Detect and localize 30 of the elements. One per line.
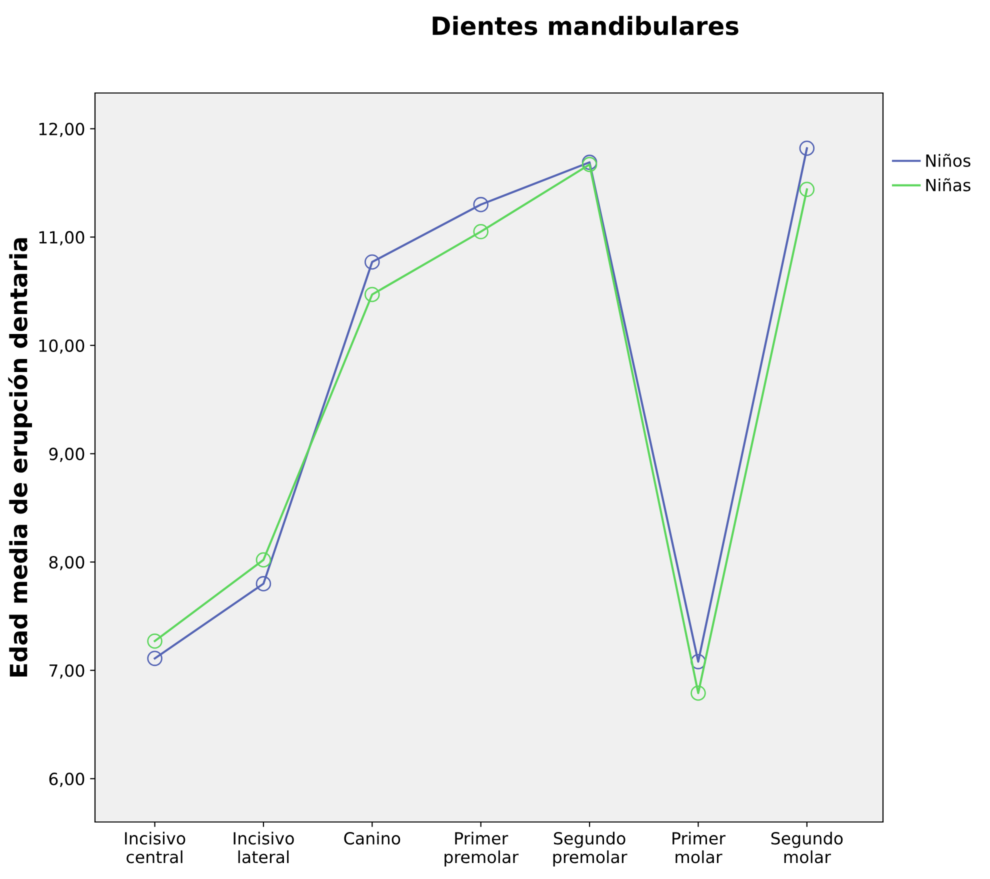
point — [473, 196, 488, 212]
y-tick-label: 6,00 — [49, 772, 84, 787]
point — [147, 650, 162, 666]
point — [364, 286, 380, 302]
chart-title: Dientes mandibulares — [432, 16, 738, 36]
y-tick-label: 8,00 — [49, 556, 84, 570]
point — [256, 576, 272, 592]
x-tick-label: Primer molar — [672, 832, 726, 864]
y-tick-label: 11,00 — [39, 231, 84, 246]
x-tick-label: Primer premolar — [444, 832, 519, 867]
y-tick-label: 12,00 — [39, 122, 84, 138]
y-tick-label: 10,00 — [39, 339, 84, 354]
point — [690, 654, 706, 670]
x-tick-label: Incisivo central — [125, 832, 186, 864]
x-tick-label: Segundo premolar — [553, 832, 628, 867]
point — [364, 254, 380, 270]
x-tick-label: Incisivo lateral — [234, 832, 294, 864]
point — [256, 552, 272, 568]
y-axis-title: Edad media de erupción dentaria — [8, 238, 32, 676]
point — [690, 685, 706, 701]
y-tick-label: 9,00 — [49, 448, 84, 462]
y-tick-label: 7,00 — [50, 664, 84, 679]
legend-label: Niños — [926, 154, 970, 167]
point — [799, 182, 815, 198]
legend-label: Niñas — [926, 178, 970, 192]
point — [147, 633, 162, 649]
point — [799, 140, 815, 156]
point — [473, 224, 488, 240]
x-tick-label: Canino — [344, 832, 400, 845]
x-tick-label: Segundo molar — [771, 832, 843, 864]
